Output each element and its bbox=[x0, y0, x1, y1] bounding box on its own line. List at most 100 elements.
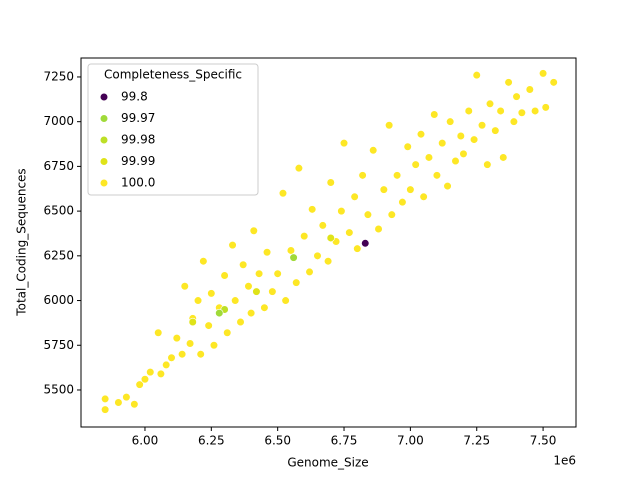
y-tick-label: 5500 bbox=[43, 382, 74, 396]
point bbox=[193, 296, 203, 305]
point bbox=[464, 106, 473, 116]
x-tick-label: 6.00 bbox=[132, 434, 159, 448]
point bbox=[387, 210, 396, 219]
y-tick-label: 6250 bbox=[43, 248, 74, 262]
y-tick-label: 6750 bbox=[43, 159, 74, 173]
point bbox=[496, 106, 505, 116]
point bbox=[286, 246, 296, 255]
y-tick-label: 6000 bbox=[43, 293, 74, 307]
point bbox=[122, 393, 131, 402]
point bbox=[337, 207, 346, 216]
point bbox=[140, 375, 150, 384]
point bbox=[411, 160, 420, 169]
point bbox=[154, 328, 163, 337]
point bbox=[499, 153, 508, 162]
point bbox=[236, 317, 245, 327]
point bbox=[114, 398, 123, 407]
x-offset-label: 1e6 bbox=[553, 454, 576, 468]
point bbox=[358, 171, 367, 180]
point bbox=[379, 185, 388, 194]
point bbox=[268, 287, 277, 296]
point bbox=[430, 110, 439, 119]
point bbox=[339, 139, 349, 148]
y-axis-label: Total_Coding_Sequences bbox=[15, 168, 29, 316]
point bbox=[318, 221, 327, 230]
point bbox=[156, 369, 165, 378]
point bbox=[485, 99, 495, 108]
y-tick-label: 7000 bbox=[43, 114, 74, 128]
point bbox=[101, 394, 110, 404]
legend-box bbox=[87, 63, 259, 196]
legend-marker bbox=[99, 135, 109, 145]
point bbox=[300, 232, 309, 241]
x-tick-label: 7.00 bbox=[397, 434, 424, 448]
x-axis-label: Genome_Size bbox=[287, 456, 368, 470]
point bbox=[361, 239, 370, 248]
point bbox=[504, 78, 513, 87]
legend-label: 99.97 bbox=[121, 111, 155, 125]
point bbox=[459, 149, 468, 158]
point bbox=[393, 171, 402, 180]
point bbox=[228, 240, 237, 250]
axes-frame bbox=[80, 57, 577, 428]
x-tick-label: 7.50 bbox=[530, 434, 557, 448]
point bbox=[172, 334, 181, 343]
point bbox=[209, 341, 219, 350]
point bbox=[204, 321, 213, 330]
point bbox=[483, 160, 492, 169]
point bbox=[289, 253, 298, 262]
point bbox=[215, 308, 224, 318]
point bbox=[199, 257, 208, 266]
point bbox=[363, 210, 373, 219]
point bbox=[512, 92, 521, 101]
point bbox=[491, 126, 500, 135]
legend-marker bbox=[99, 178, 109, 188]
point bbox=[167, 353, 176, 362]
point bbox=[324, 257, 333, 266]
point bbox=[185, 339, 195, 348]
point bbox=[345, 228, 354, 237]
point bbox=[443, 181, 452, 191]
point bbox=[477, 121, 487, 130]
point bbox=[292, 278, 301, 287]
legend-label: 100.0 bbox=[121, 176, 155, 190]
point bbox=[273, 269, 282, 278]
point bbox=[469, 135, 479, 144]
point bbox=[326, 178, 335, 187]
point bbox=[223, 328, 232, 337]
y-tick-label: 6500 bbox=[43, 204, 74, 218]
point bbox=[385, 121, 394, 130]
point bbox=[220, 271, 229, 280]
point bbox=[262, 248, 272, 257]
point bbox=[432, 171, 442, 180]
point bbox=[538, 69, 548, 78]
point bbox=[180, 282, 189, 291]
point bbox=[525, 85, 534, 94]
point bbox=[313, 251, 322, 260]
legend: Completeness_Specific 99.8 99.97 99.98 99.9… bbox=[87, 63, 259, 196]
point bbox=[196, 350, 205, 359]
point bbox=[305, 267, 314, 277]
point bbox=[403, 142, 412, 151]
point bbox=[326, 233, 335, 243]
point bbox=[252, 287, 261, 296]
point bbox=[509, 117, 518, 126]
point bbox=[188, 317, 197, 327]
point bbox=[446, 117, 455, 126]
point bbox=[406, 185, 415, 194]
legend-marker bbox=[99, 157, 109, 166]
point bbox=[353, 244, 362, 253]
point bbox=[281, 296, 290, 305]
point bbox=[517, 108, 526, 117]
point bbox=[308, 205, 317, 214]
point bbox=[294, 164, 304, 173]
point bbox=[247, 308, 256, 318]
legend-label: 99.98 bbox=[121, 133, 155, 147]
point bbox=[101, 405, 110, 414]
point bbox=[260, 303, 269, 312]
x-tick-label: 7.25 bbox=[463, 434, 490, 448]
x-tick-label: 6.50 bbox=[264, 434, 291, 448]
plot-area bbox=[101, 69, 558, 414]
point bbox=[451, 156, 460, 166]
